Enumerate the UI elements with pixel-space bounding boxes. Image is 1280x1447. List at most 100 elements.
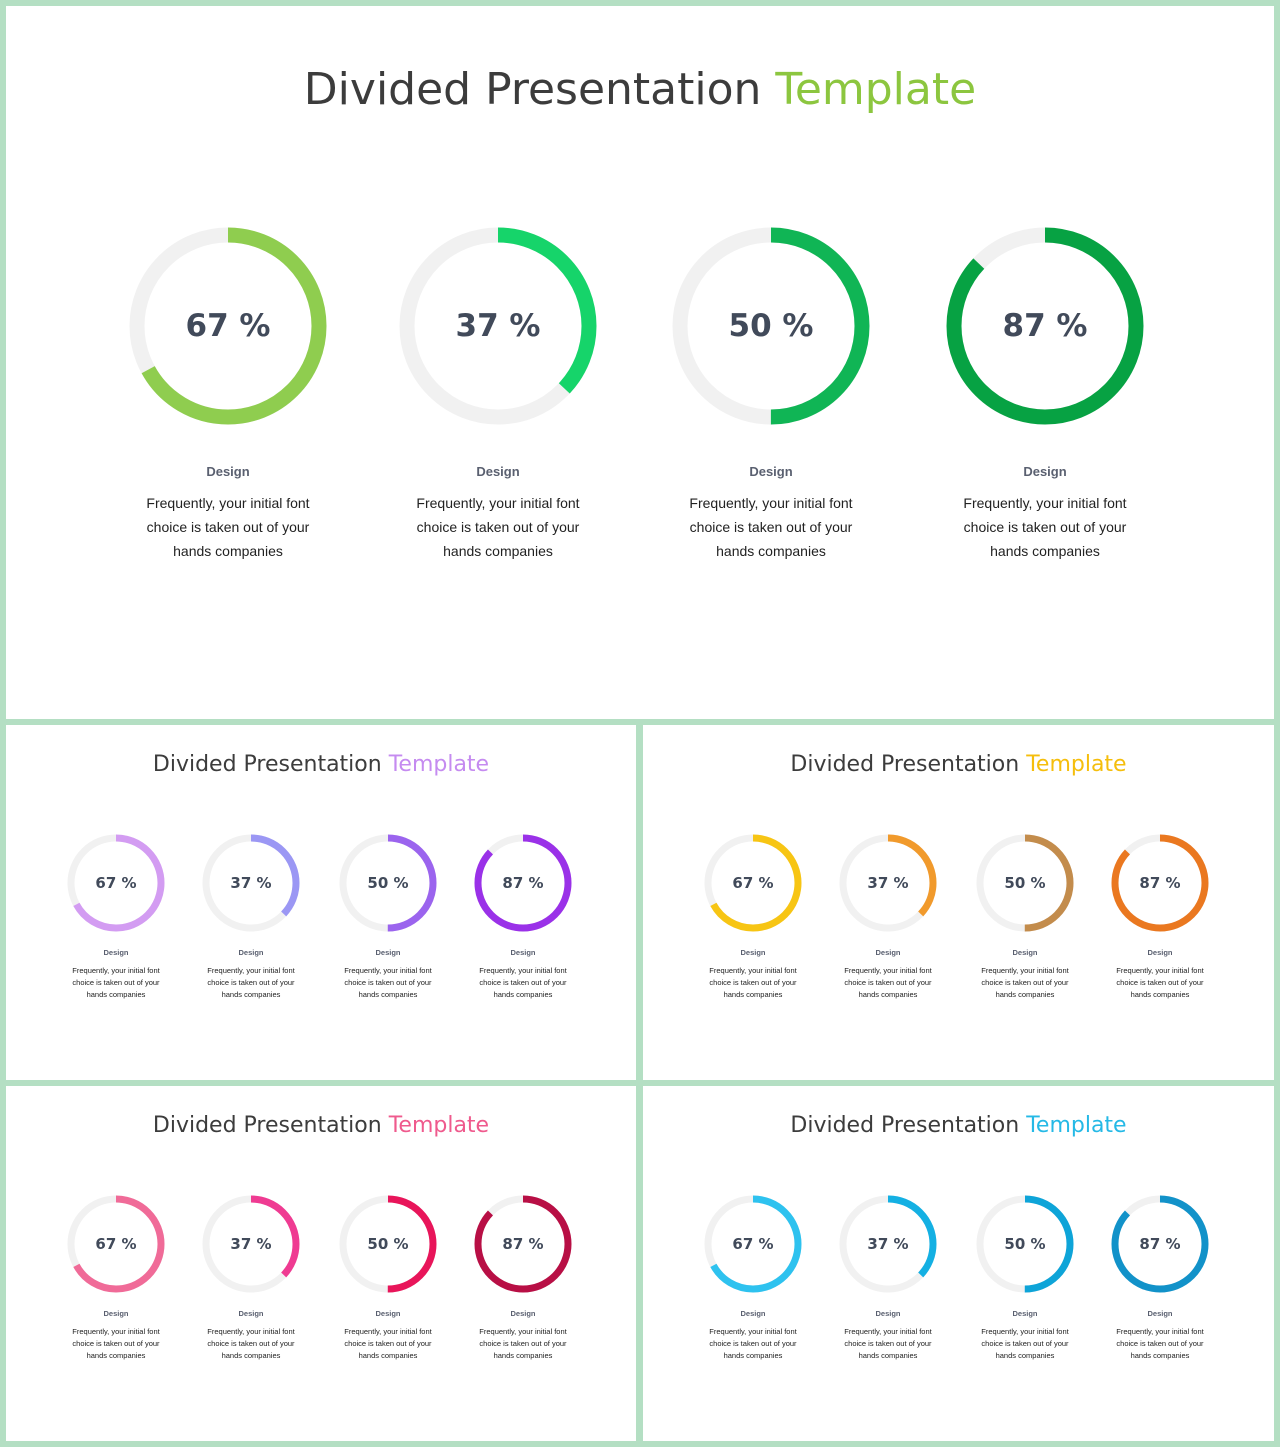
item-caption: Design [375,1309,401,1318]
percent-label: 37 % [455,308,541,344]
ring-progress-arc [67,834,165,932]
percent-label: 67 % [95,874,137,892]
ring-svg [474,834,572,932]
item-description: Frequently, your initial font choice is … [981,1327,1069,1360]
percent-label: 37 % [867,1235,909,1253]
percent-label: 67 % [732,874,774,892]
item-description: Frequently, your initial font choice is … [844,966,932,999]
item-description: Frequently, your initial font choice is … [689,495,853,559]
progress-ring: 87 % [1108,1192,1212,1296]
item-description: Frequently, your initial font choice is … [344,966,432,999]
ring-progress-arc [839,1195,937,1293]
item-caption: Design [1023,464,1067,479]
progress-ring: 50 % [336,831,440,935]
percent-label: 50 % [367,874,409,892]
ring-progress-arc [202,1195,300,1293]
slide-2: Divided Presentation Template 67 % Design F… [6,725,636,1080]
ring-svg [129,227,327,425]
item-caption: Design [875,948,901,957]
slide-5: Divided Presentation Template 67 % Design F… [643,1086,1274,1441]
item-description: Frequently, your initial font choice is … [207,1327,295,1360]
ring-svg [976,1195,1074,1293]
item-description: Frequently, your initial font choice is … [207,966,295,999]
ring-progress-arc [474,1195,572,1293]
progress-ring: 37 % [199,1192,303,1296]
ring-svg [839,834,937,932]
slide-title: Divided Presentation Template [6,64,1274,115]
title-main: Divided Presentation [152,752,382,777]
item-caption: Design [375,948,401,957]
progress-ring: 87 % [1108,831,1212,935]
progress-ring: 50 % [665,220,877,432]
item-description: Frequently, your initial font choice is … [479,966,567,999]
slide-1: Divided Presentation Template 67 % Design F… [6,6,1274,719]
percent-label: 37 % [230,1235,272,1253]
progress-ring: 87 % [939,220,1151,432]
item-description: Frequently, your initial font choice is … [72,1327,160,1360]
progress-ring: 50 % [973,1192,1077,1296]
progress-ring: 67 % [64,1192,168,1296]
item-description: Frequently, your initial font choice is … [344,1327,432,1360]
ring-progress-arc [976,834,1074,932]
percent-label: 37 % [230,874,272,892]
ring-progress-arc [839,834,937,932]
title-main: Divided Presentation [790,1113,1020,1138]
progress-ring: 87 % [471,831,575,935]
progress-ring: 50 % [973,831,1077,935]
ring-svg [976,834,1074,932]
percent-label: 87 % [1139,1235,1181,1253]
progress-ring: 37 % [836,1192,940,1296]
item-caption: Design [238,948,264,957]
item-description: Frequently, your initial font choice is … [479,1327,567,1360]
progress-ring: 87 % [471,1192,575,1296]
title-main: Divided Presentation [303,64,762,115]
progress-ring: 67 % [122,220,334,432]
progress-ring: 67 % [64,831,168,935]
item-description: Frequently, your initial font choice is … [981,966,1069,999]
title-accent: Template [1026,1113,1127,1138]
percent-label: 87 % [502,1235,544,1253]
ring-svg [946,227,1144,425]
ring-svg [474,1195,572,1293]
percent-label: 50 % [1004,874,1046,892]
item-caption: Design [740,1309,766,1318]
progress-ring: 37 % [199,831,303,935]
ring-progress-arc [67,1195,165,1293]
progress-ring: 37 % [392,220,604,432]
ring-progress-arc [704,834,802,932]
title-main: Divided Presentation [152,1113,382,1138]
title-accent: Template [388,752,490,777]
item-caption: Design [1147,948,1173,957]
slide-4: Divided Presentation Template 67 % Design F… [6,1086,636,1441]
item-description: Frequently, your initial font choice is … [1116,1327,1204,1360]
title-accent: Template [775,64,977,115]
ring-svg [67,1195,165,1293]
ring-svg [704,834,802,932]
item-description: Frequently, your initial font choice is … [72,966,160,999]
progress-ring: 67 % [701,1192,805,1296]
item-caption: Design [476,464,520,479]
slide-title: Divided Presentation Template [6,1113,636,1138]
percent-label: 87 % [1139,874,1181,892]
percent-label: 67 % [732,1235,774,1253]
percent-label: 37 % [867,874,909,892]
item-caption: Design [510,1309,536,1318]
percent-label: 87 % [1002,308,1088,344]
item-caption: Design [875,1309,901,1318]
ring-svg [672,227,870,425]
ring-svg [1111,834,1209,932]
item-description: Frequently, your initial font choice is … [709,966,797,999]
percent-label: 87 % [502,874,544,892]
title-accent: Template [388,1113,490,1138]
ring-progress-arc [474,834,572,932]
ring-progress-arc [129,227,327,425]
ring-svg [1111,1195,1209,1293]
item-description: Frequently, your initial font choice is … [709,1327,797,1360]
item-caption: Design [206,464,250,479]
percent-label: 50 % [367,1235,409,1253]
item-caption: Design [740,948,766,957]
ring-progress-arc [672,227,870,425]
slide-3: Divided Presentation Template 67 % Design F… [643,725,1274,1080]
item-caption: Design [1012,948,1038,957]
item-caption: Design [238,1309,264,1318]
